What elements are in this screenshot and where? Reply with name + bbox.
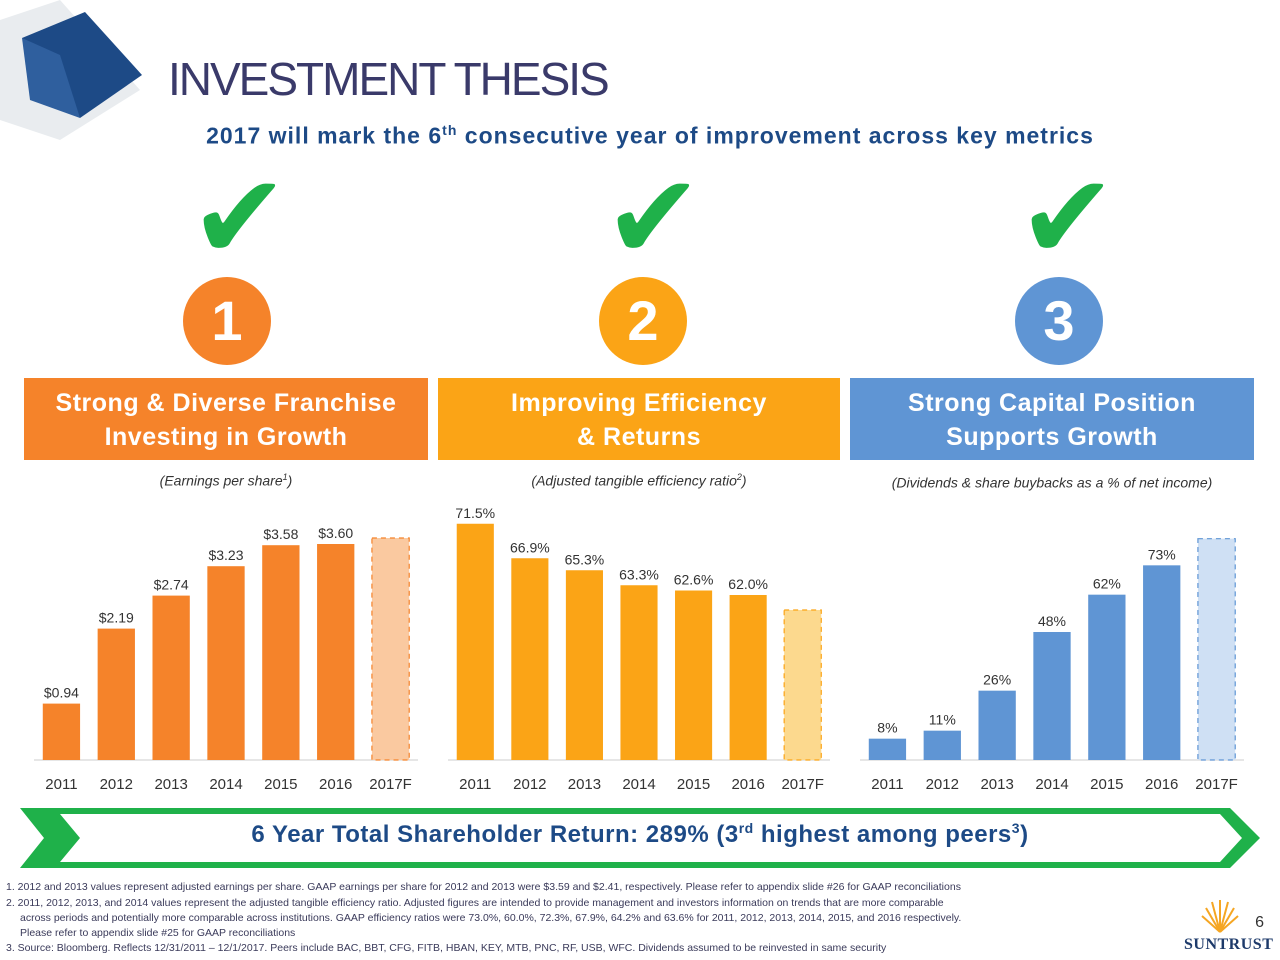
efficiency-bar-chart: 71.5% 2011 66.9% 2012 65.3% 2013 63.3% 2014 62.6… (448, 505, 830, 793)
footnote-2: 2. 2011, 2012, 2013, and 2014 values rep… (6, 897, 944, 909)
pillar-number-3: 3 (1015, 277, 1103, 365)
category-label: 2013 (980, 776, 1013, 793)
data-label: 62.0% (728, 576, 768, 592)
data-label: $0.94 (44, 685, 79, 701)
forecast-bar (783, 609, 822, 761)
data-label: 62% (1093, 576, 1121, 592)
bar (675, 590, 713, 760)
page-title: INVESTMENT THESIS (168, 53, 610, 105)
category-label: 2011 (871, 776, 903, 793)
pillar-number-2: 2 (599, 277, 687, 365)
category-label: 2016 (731, 776, 764, 793)
bar (978, 690, 1016, 760)
pillar-header-line2: Investing in Growth (104, 423, 348, 451)
chart-caption-eps: (Earnings per share1) (159, 472, 293, 489)
category-label: 2012 (100, 776, 133, 793)
pillar-header-franchise: Strong & Diverse Franchise Investing in … (24, 378, 428, 460)
bar (1143, 565, 1181, 760)
data-label: 63.3% (619, 566, 659, 582)
data-label: 8% (877, 720, 897, 736)
bar (729, 595, 767, 760)
company-logo-text: SUNTRUST (1184, 936, 1274, 953)
category-label: 2014 (1035, 776, 1068, 793)
bar (42, 703, 81, 760)
category-label: 2012 (513, 776, 546, 793)
tsr-banner (20, 808, 1260, 868)
category-label: 2015 (677, 776, 710, 793)
tsr-banner-text: 6 Year Total Shareholder Return: 289% (3… (251, 820, 1029, 848)
pillar-header-line2: & Returns (577, 423, 701, 451)
data-label: $3.58 (263, 526, 298, 542)
data-label: 66.9% (510, 539, 550, 555)
data-label: 26% (983, 672, 1011, 688)
pillar-header-line1: Strong Capital Position (908, 389, 1196, 417)
chart-caption-efficiency: (Adjusted tangible efficiency ratio2) (531, 472, 747, 489)
data-label: 11% (929, 712, 956, 728)
bar (868, 738, 907, 760)
footnote-2-cont: across periods and potentially more comp… (20, 912, 962, 924)
eps-bar-chart: $0.94 2011 $2.19 2012 $2.74 2013 $3.23 2014 $3.5… (34, 525, 418, 793)
data-label: 48% (1038, 613, 1066, 629)
bar (207, 566, 245, 760)
sunburst-icon (1201, 900, 1239, 933)
pillar-header-capital: Strong Capital Position Supports Growth (850, 378, 1254, 460)
check-icon: ✔ (604, 148, 703, 286)
pillar-header-line1: Strong & Diverse Franchise (55, 389, 397, 417)
footnote-3: 3. Source: Bloomberg. Reflects 12/31/201… (6, 942, 887, 954)
category-label: 2012 (926, 776, 959, 793)
data-label: $2.19 (99, 610, 134, 626)
category-label: 2014 (622, 776, 655, 793)
bar (456, 523, 494, 760)
forecast-bar (1197, 538, 1236, 761)
check-icon: ✔ (1018, 148, 1117, 286)
bar (620, 585, 658, 760)
bar (317, 544, 355, 760)
data-label: $2.74 (154, 577, 189, 593)
data-label: $3.23 (208, 547, 243, 563)
category-label: 2017F (369, 776, 412, 793)
page-subtitle: 2017 will mark the 6th consecutive year … (206, 122, 1094, 149)
category-label: 2016 (319, 776, 352, 793)
bar (923, 730, 961, 760)
data-label: 71.5% (455, 505, 495, 521)
bar (1033, 632, 1071, 760)
bar (565, 570, 603, 760)
footnote-2-cont2: Please refer to appendix slide #25 for G… (20, 927, 296, 939)
bar (1088, 594, 1126, 760)
category-label: 2016 (1145, 776, 1178, 793)
category-label: 2011 (45, 776, 77, 793)
data-label: $3.60 (318, 525, 353, 541)
pillar-header-efficiency: Improving Efficiency & Returns (438, 378, 840, 460)
bar (511, 558, 549, 760)
pillar-number-1: 1 (183, 277, 271, 365)
category-label: 2015 (264, 776, 297, 793)
category-label: 2013 (154, 776, 187, 793)
check-icon: ✔ (190, 148, 289, 286)
category-label: 2017F (1195, 776, 1238, 793)
chart-caption-capital: (Dividends & share buybacks as a % of ne… (891, 474, 1213, 491)
data-label: 73% (1148, 546, 1176, 562)
category-label: 2013 (568, 776, 601, 793)
data-label: 62.6% (674, 572, 714, 588)
footnote-1: 1. 2012 and 2013 values represent adjust… (6, 881, 961, 893)
data-label: 65.3% (565, 551, 605, 567)
category-label: 2015 (1090, 776, 1123, 793)
pillar-header-line1: Improving Efficiency (511, 389, 767, 417)
page-number: 6 (1255, 914, 1264, 931)
category-label: 2011 (459, 776, 491, 793)
category-label: 2017F (781, 776, 824, 793)
bar (152, 595, 190, 760)
category-label: 2014 (209, 776, 242, 793)
bar (97, 628, 135, 760)
bar (262, 545, 300, 760)
capital-return-bar-chart: 8% 2011 11% 2012 26% 2013 48% 2014 62% 2015 73% 201… (860, 538, 1244, 793)
pillar-header-line2: Supports Growth (946, 423, 1158, 451)
forecast-bar (371, 537, 410, 761)
corner-logo-mark (0, 0, 142, 140)
